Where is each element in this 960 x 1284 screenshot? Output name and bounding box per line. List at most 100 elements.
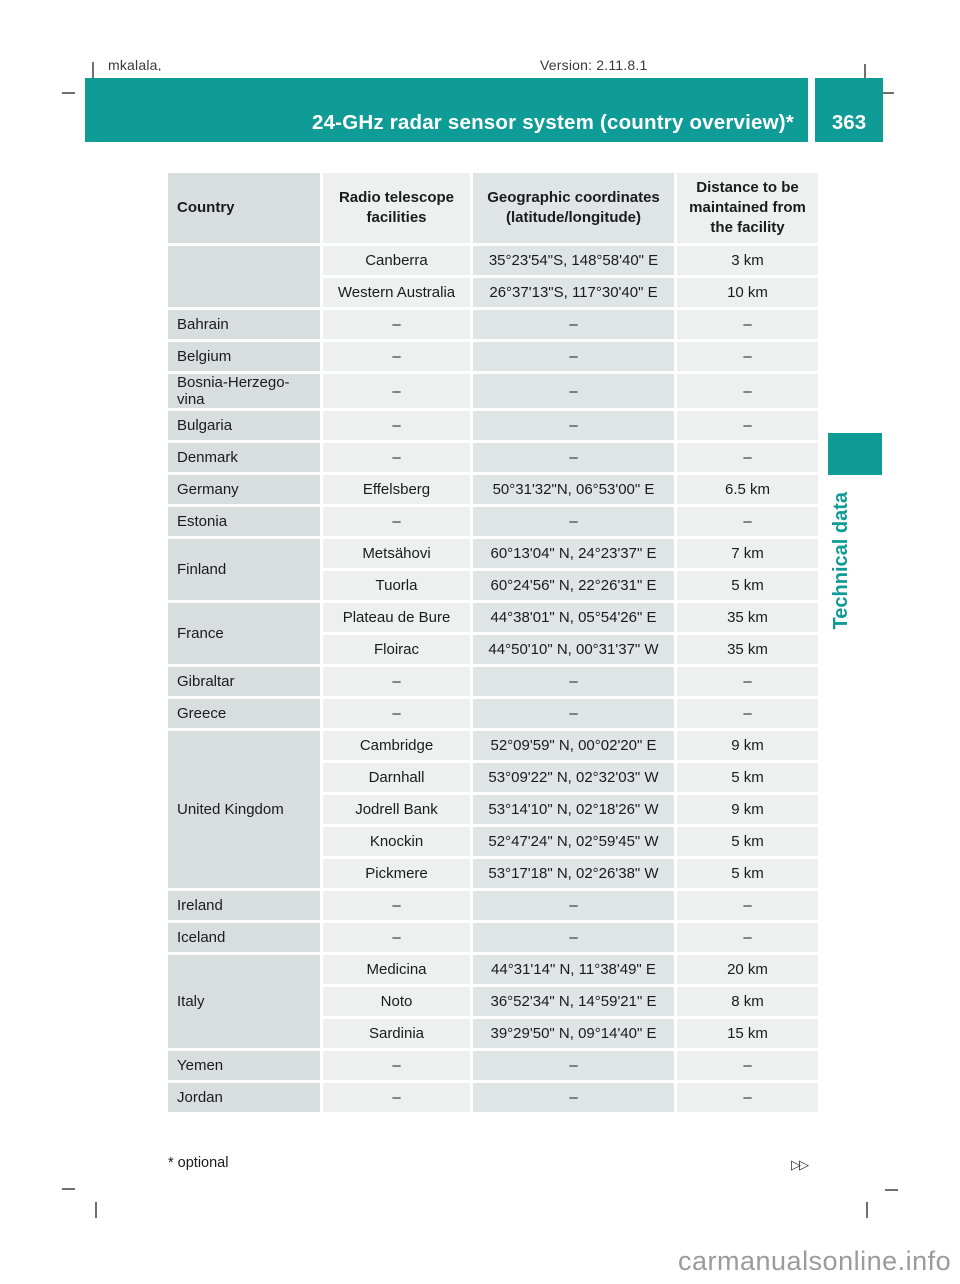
coordinates-cell: – bbox=[473, 443, 674, 472]
facility-cell: – bbox=[323, 443, 470, 472]
coordinates-cell: – bbox=[473, 342, 674, 371]
coordinates-cell: 53°09'22" N, 02°32'03" W bbox=[473, 763, 674, 792]
distance-cell: 7 km bbox=[677, 539, 818, 568]
distance-cell: 5 km bbox=[677, 763, 818, 792]
country-cell: Gibraltar bbox=[168, 667, 320, 696]
distance-cell: – bbox=[677, 1051, 818, 1080]
distance-cell: – bbox=[677, 443, 818, 472]
table-row: Finland Metsähovi 60°13'04" N, 24°23'37" E… bbox=[168, 539, 818, 600]
table-row: Bosnia-Herzego- vina – – – bbox=[168, 374, 818, 408]
distance-cell: 35 km bbox=[677, 603, 818, 632]
page-title: 24-GHz radar sensor system (country over… bbox=[311, 111, 794, 134]
coordinates-cell: – bbox=[473, 699, 674, 728]
print-header-line: mkalala, Version: 2.11.8.1 bbox=[0, 57, 960, 71]
print-header-version-text: Version: 2.11.8.1 bbox=[540, 57, 648, 71]
country-cell: Yemen bbox=[168, 1051, 320, 1080]
table-row: Germany Effelsberg 50°31'32"N, 06°53'00" E… bbox=[168, 475, 818, 504]
table-row: Gibraltar – – – bbox=[168, 667, 818, 696]
distance-cell: – bbox=[677, 411, 818, 440]
coordinates-cell: 35°23'54"S, 148°58'40" E bbox=[473, 246, 674, 275]
coordinates-cell: 36°52'34" N, 14°59'21" E bbox=[473, 987, 674, 1016]
facility-cell: – bbox=[323, 374, 470, 408]
facility-cell: – bbox=[323, 507, 470, 536]
section-tab: Technical data bbox=[828, 487, 854, 635]
distance-cell: 6.5 km bbox=[677, 475, 818, 504]
column-header-distance: Distance to be maintained from the facil… bbox=[677, 173, 818, 243]
country-cell: Jordan bbox=[168, 1083, 320, 1112]
table-row: Jordan – – – bbox=[168, 1083, 818, 1112]
facility-cell: – bbox=[323, 411, 470, 440]
distance-cell: – bbox=[677, 923, 818, 952]
facility-cell: Pickmere bbox=[323, 859, 470, 888]
coordinates-cell: 44°31'14" N, 11°38'49" E bbox=[473, 955, 674, 984]
coordinates-cell: 39°29'50" N, 09°14'40" E bbox=[473, 1019, 674, 1048]
coordinates-cell: 52°09'59" N, 00°02'20" E bbox=[473, 731, 674, 760]
country-cell: Iceland bbox=[168, 923, 320, 952]
facility-cell: Plateau de Bure bbox=[323, 603, 470, 632]
coordinates-cell: – bbox=[473, 1083, 674, 1112]
facility-cell: – bbox=[323, 667, 470, 696]
coordinates-cell: – bbox=[473, 374, 674, 408]
coordinates-cell: 26°37'13"S, 117°30'40" E bbox=[473, 278, 674, 307]
facility-cell: Noto bbox=[323, 987, 470, 1016]
table-row: Bahrain – – – bbox=[168, 310, 818, 339]
table-row: Italy Medicina 44°31'14" N, 11°38'49" E 20 … bbox=[168, 955, 818, 1048]
coordinates-cell: – bbox=[473, 507, 674, 536]
crop-mark-bottom-right-horizontal bbox=[885, 1189, 898, 1191]
coordinates-cell: 60°24'56" N, 22°26'31" E bbox=[473, 571, 674, 600]
table-row: Sardinia 39°29'50" N, 09°14'40" E 15 km bbox=[168, 1019, 818, 1048]
coordinates-cell: 60°13'04" N, 24°23'37" E bbox=[473, 539, 674, 568]
distance-cell: – bbox=[677, 699, 818, 728]
facility-cell: Knockin bbox=[323, 827, 470, 856]
crop-mark-bottom-left-vertical bbox=[95, 1202, 97, 1218]
facility-cell: – bbox=[323, 342, 470, 371]
distance-cell: – bbox=[677, 891, 818, 920]
facility-cell: Sardinia bbox=[323, 1019, 470, 1048]
table-row: Yemen – – – bbox=[168, 1051, 818, 1080]
country-cell: United Kingdom bbox=[168, 731, 320, 888]
distance-cell: – bbox=[677, 1083, 818, 1112]
coordinates-cell: 44°38'01" N, 05°54'26" E bbox=[473, 603, 674, 632]
facility-cell: Jodrell Bank bbox=[323, 795, 470, 824]
distance-cell: – bbox=[677, 667, 818, 696]
country-overview-table: Country Radio telescope facilities Geogr… bbox=[165, 170, 821, 1115]
country-cell: Bulgaria bbox=[168, 411, 320, 440]
coordinates-cell: 53°14'10" N, 02°18'26" W bbox=[473, 795, 674, 824]
distance-cell: 5 km bbox=[677, 859, 818, 888]
distance-cell: – bbox=[677, 507, 818, 536]
crop-mark-top-left-vertical bbox=[92, 62, 94, 78]
distance-cell: 5 km bbox=[677, 827, 818, 856]
page-number-box: 363 bbox=[815, 78, 883, 142]
column-header-facilities: Radio telescope facilities bbox=[323, 173, 470, 243]
distance-cell: 20 km bbox=[677, 955, 818, 984]
country-cell bbox=[168, 246, 320, 307]
facility-cell: Canberra bbox=[323, 246, 470, 275]
country-cell: Italy bbox=[168, 955, 320, 1048]
coordinates-cell: – bbox=[473, 1051, 674, 1080]
table-row: Floirac 44°50'10" N, 00°31'37" W 35 km bbox=[168, 635, 818, 664]
distance-cell: 9 km bbox=[677, 795, 818, 824]
country-cell: Estonia bbox=[168, 507, 320, 536]
facility-cell: – bbox=[323, 1051, 470, 1080]
table-row: Bulgaria – – – bbox=[168, 411, 818, 440]
facility-cell: Western Australia bbox=[323, 278, 470, 307]
crop-mark-bottom-right-vertical bbox=[866, 1202, 868, 1218]
distance-cell: – bbox=[677, 374, 818, 408]
coordinates-cell: 52°47'24" N, 02°59'45" W bbox=[473, 827, 674, 856]
distance-cell: 15 km bbox=[677, 1019, 818, 1048]
distance-cell: 9 km bbox=[677, 731, 818, 760]
country-cell: Ireland bbox=[168, 891, 320, 920]
table-row: Iceland – – – bbox=[168, 923, 818, 952]
coordinates-cell: – bbox=[473, 411, 674, 440]
facility-cell: – bbox=[323, 923, 470, 952]
facility-cell: Tuorla bbox=[323, 571, 470, 600]
facility-cell: Darnhall bbox=[323, 763, 470, 792]
distance-cell: 5 km bbox=[677, 571, 818, 600]
facility-cell: Effelsberg bbox=[323, 475, 470, 504]
